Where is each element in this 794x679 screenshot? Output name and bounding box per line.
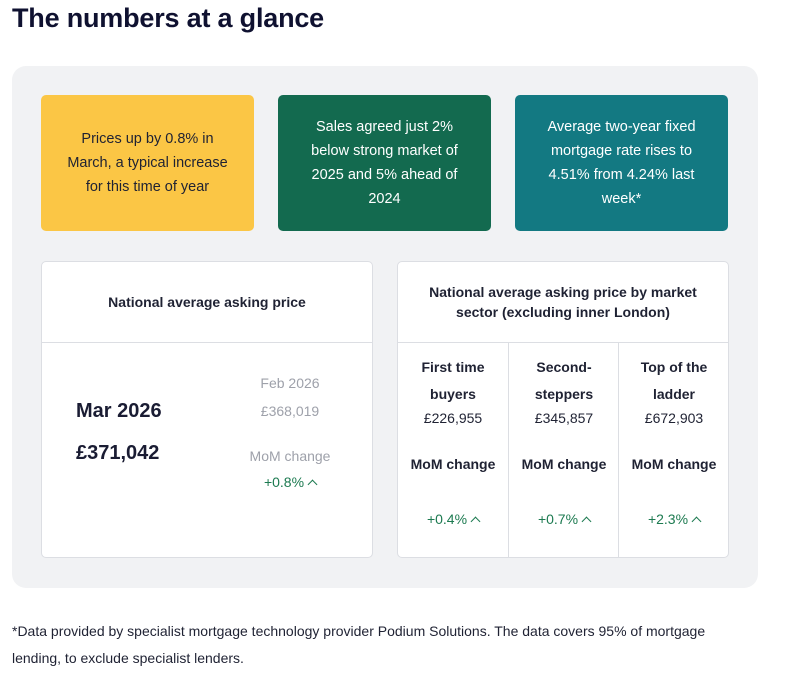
market-sector-heading: National average asking price by market …: [398, 262, 728, 343]
footnote: *Data provided by specialist mortgage te…: [12, 623, 706, 666]
market-sector-box: National average asking price by market …: [397, 261, 729, 558]
sector-name: Second-steppers: [534, 359, 594, 402]
sector-name: First time buyers: [421, 359, 485, 402]
previous-price: £368,019: [260, 403, 320, 419]
sector-mom-value: +2.3%: [619, 511, 729, 527]
sector-top-of-ladder: Top of the ladder £672,903 MoM change +2…: [618, 342, 729, 557]
mom-change-value: +0.8%: [228, 474, 352, 490]
sector-mom-label: MoM change: [521, 456, 607, 472]
highlight-text: Prices up by 0.8% in March, a typical in…: [67, 131, 228, 195]
chevron-up-icon: [307, 479, 318, 490]
sector-mom-value: +0.4%: [398, 511, 508, 527]
highlight-card-prices: Prices up by 0.8% in March, a typical in…: [41, 95, 254, 231]
sector-name: Top of the ladder: [640, 359, 708, 402]
highlight-card-mortgage: Average two-year fixed mortgage rate ris…: [515, 95, 728, 231]
current-price: £371,042: [76, 442, 160, 464]
sector-price: £345,857: [534, 410, 594, 426]
chevron-up-icon: [691, 516, 702, 527]
sector-mom-value: +0.7%: [509, 511, 619, 527]
national-average-heading: National average asking price: [42, 262, 372, 343]
sector-price: £226,955: [423, 410, 483, 426]
mom-change-text: +0.8%: [263, 474, 305, 490]
sector-mom-label: MoM change: [410, 456, 496, 472]
highlight-text: Average two-year fixed mortgage rate ris…: [547, 119, 696, 207]
chevron-up-icon: [470, 516, 481, 527]
national-average-box: National average asking price Mar 2026 £…: [41, 261, 373, 558]
stats-panel: Prices up by 0.8% in March, a typical in…: [12, 66, 758, 588]
mom-change-label: MoM change: [249, 448, 331, 464]
page-title: The numbers at a glance: [12, 3, 324, 33]
sector-mom-text: +0.7%: [537, 511, 579, 527]
sector-mom-label: MoM change: [631, 456, 717, 472]
sector-mom-text: +2.3%: [647, 511, 689, 527]
sector-second-steppers: Second-steppers £345,857 MoM change +0.7…: [508, 342, 619, 557]
sector-price: £672,903: [644, 410, 704, 426]
sector-first-time-buyers: First time buyers £226,955 MoM change +0…: [398, 342, 508, 557]
previous-month: Feb 2026: [260, 375, 320, 391]
sector-mom-text: +0.4%: [426, 511, 468, 527]
highlight-text: Sales agreed just 2% below strong market…: [311, 119, 458, 207]
current-month: Mar 2026: [76, 400, 162, 422]
highlight-card-sales: Sales agreed just 2% below strong market…: [278, 95, 491, 231]
chevron-up-icon: [581, 516, 592, 527]
